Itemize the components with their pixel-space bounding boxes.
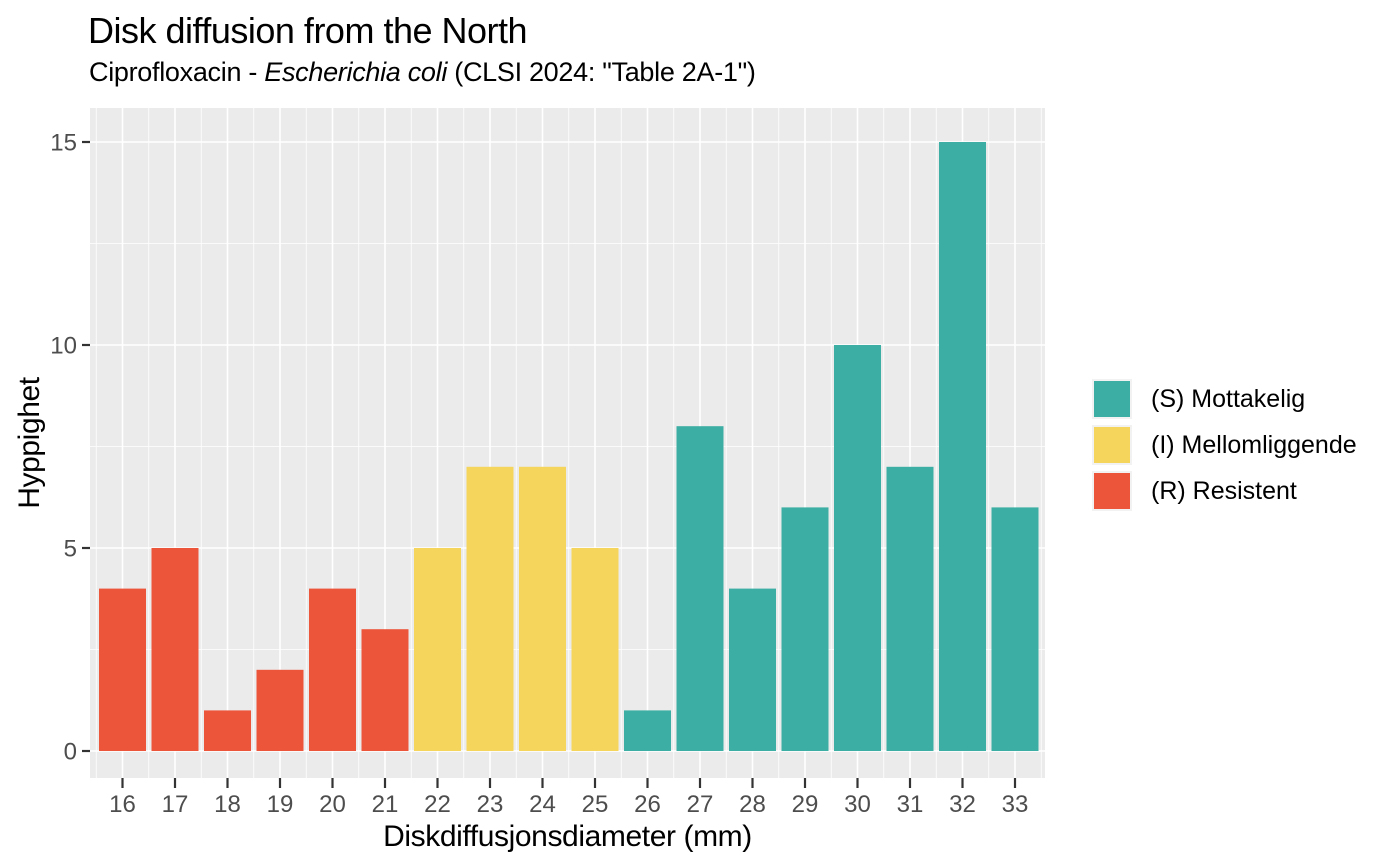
x-tick-label-32: 32 xyxy=(949,791,976,818)
bar-28 xyxy=(729,588,776,751)
legend-label-intermediate: (I) Mellomliggende xyxy=(1151,430,1357,459)
subtitle-prefix: Ciprofloxacin - xyxy=(89,57,265,87)
legend-item-resistant: (R) Resistent xyxy=(1092,471,1357,511)
y-tick-label-10: 10 xyxy=(50,333,77,360)
x-tick-label-31: 31 xyxy=(897,791,924,818)
legend-label-susceptible: (S) Mottakelig xyxy=(1151,384,1306,413)
legend-item-intermediate: (I) Mellomliggende xyxy=(1092,425,1357,465)
bar-33 xyxy=(991,507,1039,751)
bar-25 xyxy=(571,548,619,751)
bar-24 xyxy=(519,466,566,751)
legend-swatch-susceptible xyxy=(1094,381,1130,417)
bar-21 xyxy=(361,629,409,751)
bar-23 xyxy=(466,466,514,751)
x-tick-label-16: 16 xyxy=(109,791,136,818)
legend-item-susceptible: (S) Mottakelig xyxy=(1092,379,1357,419)
bar-29 xyxy=(781,507,829,751)
bar-20 xyxy=(309,588,356,751)
x-tick-label-25: 25 xyxy=(582,791,609,818)
x-tick-label-22: 22 xyxy=(424,791,451,818)
x-tick-label-24: 24 xyxy=(529,791,556,818)
bar-30 xyxy=(834,345,881,751)
bar-17 xyxy=(151,548,199,751)
x-tick-label-19: 19 xyxy=(267,791,294,818)
y-tick-label-15: 15 xyxy=(50,130,77,157)
legend-swatch-resistant xyxy=(1094,473,1130,509)
subtitle-suffix: (CLSI 2024: "Table 2A-1") xyxy=(447,57,756,87)
x-tick-label-29: 29 xyxy=(792,791,819,818)
x-tick-label-20: 20 xyxy=(319,791,346,818)
bar-31 xyxy=(886,466,934,751)
legend-key xyxy=(1092,471,1132,511)
bar-26 xyxy=(624,710,671,751)
x-axis-title: Diskdiffusjonsdiameter (mm) xyxy=(383,820,752,853)
x-tick-label-27: 27 xyxy=(687,791,714,818)
legend-key xyxy=(1092,379,1132,419)
x-tick-label-18: 18 xyxy=(214,791,241,818)
x-tick-label-28: 28 xyxy=(739,791,766,818)
bar-27 xyxy=(676,426,724,751)
bar-22 xyxy=(414,548,461,751)
bar-16 xyxy=(99,588,146,751)
y-tick-label-0: 0 xyxy=(64,739,77,766)
bar-19 xyxy=(256,669,304,751)
y-axis-title: Hyppighet xyxy=(13,377,46,509)
x-tick-label-26: 26 xyxy=(634,791,661,818)
chart-title: Disk diffusion from the North xyxy=(88,10,528,51)
legend-swatch-intermediate xyxy=(1094,427,1130,463)
x-tick-label-30: 30 xyxy=(844,791,871,818)
chart-subtitle: Ciprofloxacin - Escherichia coli (CLSI 2… xyxy=(89,57,756,88)
bar-18 xyxy=(204,710,251,751)
legend: (S) Mottakelig (I) Mellomliggende (R) Re… xyxy=(1092,379,1357,517)
x-tick-label-23: 23 xyxy=(477,791,504,818)
y-tick-label-5: 5 xyxy=(64,536,77,563)
legend-label-resistant: (R) Resistent xyxy=(1151,476,1297,505)
legend-key xyxy=(1092,425,1132,465)
bar-32 xyxy=(939,142,986,751)
subtitle-organism: Escherichia coli xyxy=(264,57,448,87)
x-tick-label-21: 21 xyxy=(372,791,399,818)
x-tick-label-17: 17 xyxy=(162,791,189,818)
panel-background xyxy=(90,108,1045,778)
x-tick-label-33: 33 xyxy=(1002,791,1029,818)
